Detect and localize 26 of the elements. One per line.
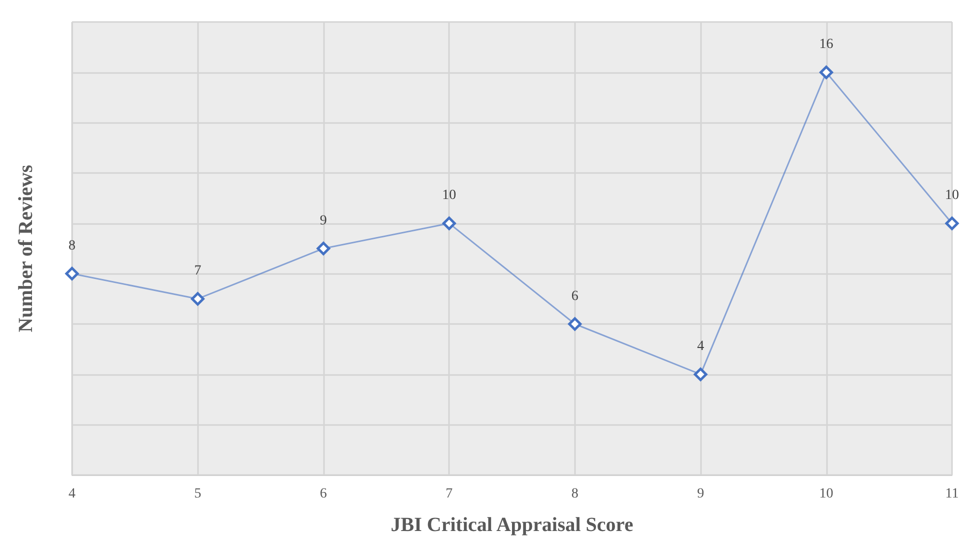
data-label: 9 bbox=[320, 213, 327, 228]
x-tick-label: 9 bbox=[697, 486, 704, 502]
data-label: 7 bbox=[194, 264, 202, 279]
point bbox=[945, 216, 959, 230]
point bbox=[190, 292, 204, 306]
data-label: 8 bbox=[68, 238, 76, 254]
x-tick-label: 4 bbox=[68, 486, 76, 502]
x-tick-label: 6 bbox=[320, 486, 327, 502]
x-axis-title: JBI Critical Appraisal Score bbox=[390, 514, 634, 536]
point bbox=[694, 368, 708, 382]
data-label: 16 bbox=[819, 37, 834, 52]
point bbox=[568, 317, 582, 331]
x-tick-label: 8 bbox=[571, 486, 578, 502]
point bbox=[442, 216, 456, 230]
point bbox=[316, 242, 330, 256]
data-label: 6 bbox=[571, 288, 578, 304]
x-tick-label: 5 bbox=[194, 486, 202, 502]
data-label: 10 bbox=[442, 188, 456, 204]
x-tick-label: 7 bbox=[446, 486, 453, 502]
data-label: 10 bbox=[945, 188, 959, 204]
point bbox=[820, 66, 834, 80]
x-tick-label: 11 bbox=[945, 486, 959, 502]
point bbox=[65, 266, 79, 280]
x-tick-label: 10 bbox=[819, 486, 834, 502]
data-label: 4 bbox=[697, 339, 704, 354]
y-axis-title: Number of Reviews bbox=[15, 164, 37, 332]
